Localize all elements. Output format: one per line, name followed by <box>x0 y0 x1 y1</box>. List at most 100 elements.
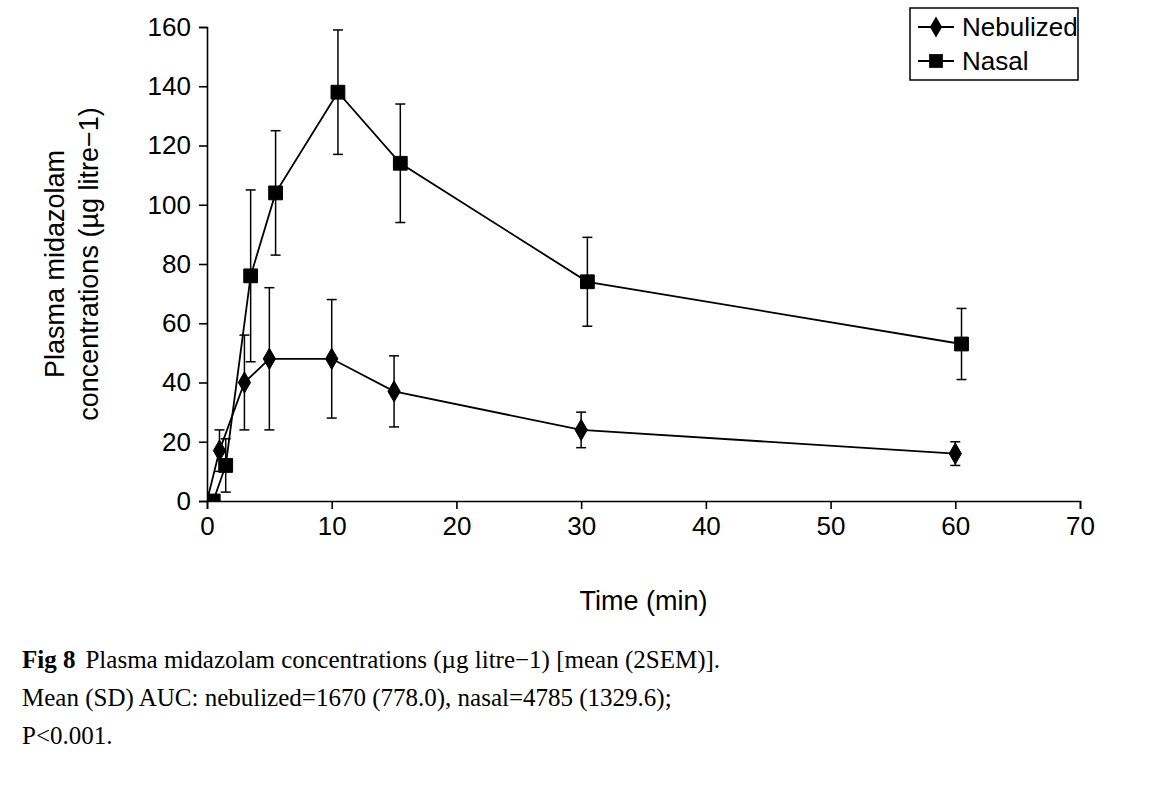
y-tick-label: 60 <box>162 308 191 338</box>
marker <box>263 348 275 369</box>
legend-box <box>910 8 1078 80</box>
error-bar-cap <box>395 103 405 105</box>
y-tick-label: 40 <box>162 367 191 397</box>
error-bar-cap <box>957 308 967 310</box>
error-bar-cap <box>395 222 405 224</box>
x-tick-label: 30 <box>567 511 596 541</box>
error-bar-cap <box>957 379 967 381</box>
x-tick-mark <box>456 501 458 509</box>
error-bar-cap <box>389 355 399 357</box>
series-line <box>213 92 961 501</box>
y-tick-mark <box>199 86 207 88</box>
marker <box>949 443 961 464</box>
y-tick: 160 <box>148 12 207 42</box>
y-axis-title: Plasma midazolam <box>40 150 70 378</box>
legend-label: Nebulized <box>962 12 1078 42</box>
error-bar-cap <box>582 325 592 327</box>
marker <box>244 269 258 283</box>
x-tick-mark <box>1080 501 1082 509</box>
marker <box>955 337 969 351</box>
marker <box>575 419 587 440</box>
error-bar-cap <box>271 130 281 132</box>
error-bar-cap <box>214 429 224 431</box>
y-tick-label: 160 <box>148 12 191 42</box>
y-tick: 0 <box>177 486 207 516</box>
x-tick: 20 <box>442 501 471 541</box>
x-tick-label: 60 <box>941 511 970 541</box>
error-bar-cap <box>239 429 249 431</box>
y-tick: 20 <box>162 427 207 457</box>
y-tick-label: 100 <box>148 190 191 220</box>
marker <box>388 381 400 402</box>
marker <box>238 372 250 393</box>
y-axis-title: concentrations (µg litre−1) <box>74 107 104 420</box>
y-tick: 120 <box>148 130 207 160</box>
x-tick: 30 <box>567 501 596 541</box>
x-tick: 70 <box>1066 501 1095 541</box>
x-tick-mark <box>706 501 708 509</box>
y-tick: 100 <box>148 190 207 220</box>
y-tick: 140 <box>148 71 207 101</box>
error-bar-cap <box>246 361 256 363</box>
error-bar-cap <box>333 29 343 31</box>
chart: 0 10 20 30 40 50 60 70 0 20 40 60 80 100 120 140 160 Time… <box>0 0 1175 810</box>
x-tick: 10 <box>318 501 347 541</box>
error-bar-cap <box>239 334 249 336</box>
x-tick-mark <box>955 501 957 509</box>
y-tick-label: 80 <box>162 249 191 279</box>
x-tick-label: 40 <box>692 511 721 541</box>
x-tick-mark <box>581 501 583 509</box>
error-bar-cap <box>271 254 281 256</box>
y-tick-mark <box>199 382 207 384</box>
error-bar-cap <box>327 417 337 419</box>
marker <box>580 275 594 289</box>
y-tick-label: 0 <box>177 486 191 516</box>
error-bar-cap <box>246 189 256 191</box>
y-tick-mark <box>199 501 207 503</box>
y-tick-mark <box>199 145 207 147</box>
y-tick-label: 20 <box>162 427 191 457</box>
y-tick-mark <box>199 27 207 29</box>
error-bar-cap <box>576 411 586 413</box>
error-bar-cap <box>221 438 231 440</box>
caption-line: Fig 8 Plasma midazolam concentrations (µg… <box>22 646 720 674</box>
x-axis: 0 10 20 30 40 50 60 70 <box>200 501 1095 541</box>
plot-area <box>207 30 968 501</box>
legend: Nebulized Nasal <box>910 8 1078 80</box>
marker <box>326 348 338 369</box>
x-axis-title: Time (min) <box>580 586 708 616</box>
y-tick-mark <box>199 204 207 206</box>
x-tick-label: 0 <box>200 511 214 541</box>
marker <box>331 85 345 99</box>
y-tick: 80 <box>162 249 207 279</box>
x-tick: 0 <box>200 501 214 541</box>
legend-label: Nasal <box>962 46 1028 76</box>
caption-text: Mean (SD) AUC: nebulized=1670 (778.0), n… <box>22 684 672 712</box>
error-bar-cap <box>576 447 586 449</box>
y-tick-mark <box>199 323 207 325</box>
x-tick: 40 <box>692 501 721 541</box>
series-line <box>207 359 955 501</box>
x-tick-label: 50 <box>817 511 846 541</box>
error-bar-cap <box>333 154 343 156</box>
caption-text: Plasma midazolam concentrations (µg litr… <box>85 646 720 674</box>
y-tick-label: 120 <box>148 130 191 160</box>
x-tick: 60 <box>941 501 970 541</box>
y-tick: 60 <box>162 308 207 338</box>
error-bar-cap <box>264 429 274 431</box>
error-bar-cap <box>221 491 231 493</box>
error-bar-cap <box>264 287 274 289</box>
x-tick-label: 70 <box>1066 511 1095 541</box>
x-tick-mark <box>830 501 832 509</box>
x-tick-label: 20 <box>442 511 471 541</box>
error-bar-cap <box>389 426 399 428</box>
y-tick-mark <box>199 441 207 443</box>
y-tick-label: 140 <box>148 71 191 101</box>
x-axis-line <box>208 502 1081 510</box>
x-tick-label: 10 <box>318 511 347 541</box>
caption-label: Fig 8 <box>22 646 75 673</box>
legend-marker <box>929 54 943 68</box>
caption-text: P<0.001. <box>22 722 113 749</box>
series <box>207 30 968 501</box>
y-tick: 40 <box>162 367 207 397</box>
